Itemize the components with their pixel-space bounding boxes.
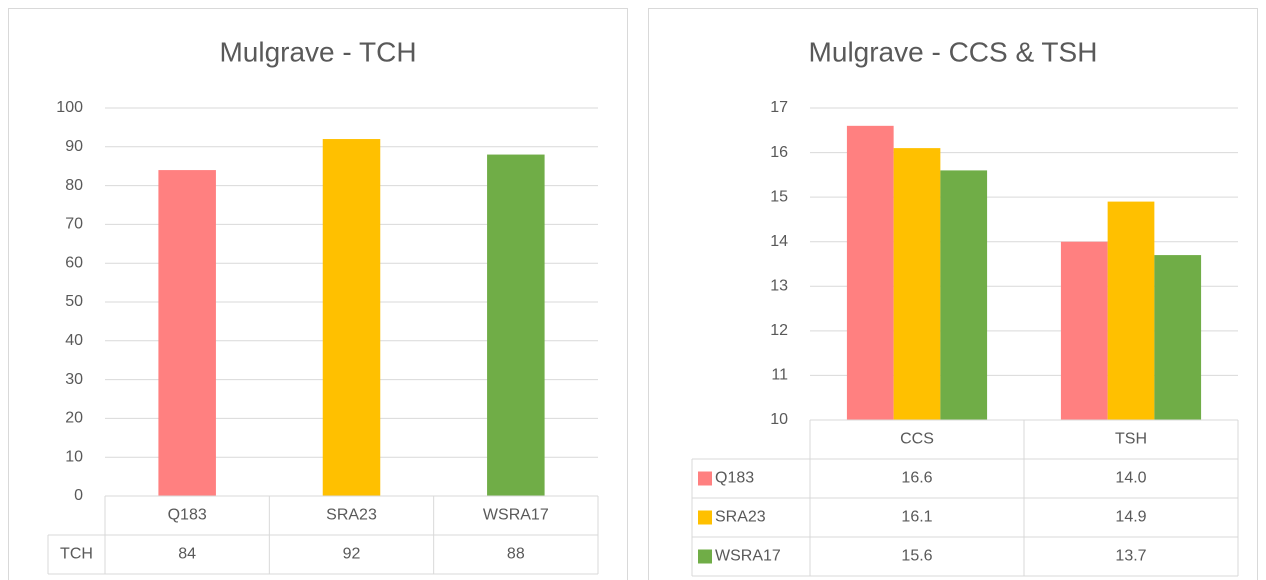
data-label: 15.6 xyxy=(901,548,932,565)
data-label: 84 xyxy=(178,546,196,563)
data-label: 14.9 xyxy=(1115,509,1146,526)
legend-key xyxy=(698,471,712,486)
y-tick-label: 11 xyxy=(771,367,788,384)
legend-label: Q183 xyxy=(715,470,754,487)
panel xyxy=(8,8,628,580)
bar xyxy=(158,170,216,496)
x-tick-label: CCS xyxy=(900,431,934,448)
y-tick-label: 14 xyxy=(770,233,788,250)
data-label: 14.0 xyxy=(1115,470,1146,487)
y-tick-label: 10 xyxy=(65,448,83,465)
chart-title: Mulgrave - CCS & TSH xyxy=(809,36,1098,67)
data-label: 88 xyxy=(507,546,525,563)
x-tick-label: WSRA17 xyxy=(483,507,549,524)
bar xyxy=(846,125,894,420)
bar xyxy=(940,170,988,420)
bar xyxy=(1060,241,1108,420)
y-tick-label: 50 xyxy=(65,293,83,310)
bar xyxy=(1107,201,1155,420)
y-tick-label: 17 xyxy=(770,99,788,116)
legend-label: SRA23 xyxy=(715,509,766,526)
y-tick-label: 100 xyxy=(56,99,83,116)
panel xyxy=(648,8,1258,580)
data-label: 16.1 xyxy=(901,509,932,526)
bar xyxy=(893,148,941,420)
x-tick-label: Q183 xyxy=(168,507,207,524)
bar xyxy=(322,139,381,497)
y-tick-label: 40 xyxy=(65,332,83,349)
y-tick-label: 60 xyxy=(65,254,83,271)
y-tick-label: 20 xyxy=(65,410,83,427)
bar xyxy=(1154,255,1202,420)
legend-key xyxy=(698,510,712,525)
y-tick-label: 15 xyxy=(770,188,788,205)
x-tick-label: TSH xyxy=(1115,431,1147,448)
y-tick-label: 0 xyxy=(74,487,83,504)
chart-title: Mulgrave - TCH xyxy=(219,36,416,67)
y-tick-label: 90 xyxy=(65,138,83,155)
bar xyxy=(487,154,545,496)
y-tick-label: 16 xyxy=(770,144,788,161)
x-tick-label: SRA23 xyxy=(326,507,377,524)
data-label: 16.6 xyxy=(901,470,932,487)
data-label: 92 xyxy=(343,546,361,563)
y-tick-label: 10 xyxy=(770,411,788,428)
legend-label: WSRA17 xyxy=(715,548,781,565)
y-tick-label: 30 xyxy=(65,371,83,388)
legend-label: TCH xyxy=(60,546,93,563)
y-tick-label: 80 xyxy=(65,177,83,194)
data-label: 13.7 xyxy=(1115,548,1146,565)
legend-key xyxy=(698,549,712,564)
y-tick-label: 70 xyxy=(65,216,83,233)
y-tick-label: 12 xyxy=(770,322,788,339)
y-tick-label: 13 xyxy=(770,278,788,295)
